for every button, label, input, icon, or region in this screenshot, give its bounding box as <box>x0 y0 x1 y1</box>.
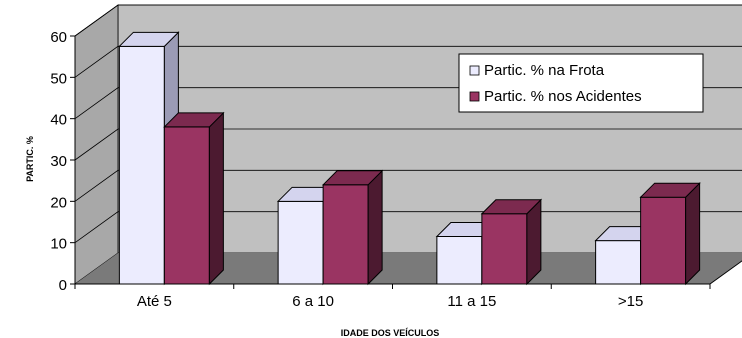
legend: Partic. % na Frota Partic. % nos Acident… <box>458 53 704 113</box>
floor <box>75 253 742 284</box>
bar-side <box>685 181 701 286</box>
bar-side <box>367 169 383 286</box>
bar-side <box>208 111 224 286</box>
bar-front <box>322 184 369 285</box>
bar-front <box>481 213 528 285</box>
y-tick-label: 10 <box>50 236 67 253</box>
x-tick-label: >15 <box>618 293 643 310</box>
y-axis: 0 10 20 30 40 50 60 <box>50 29 76 294</box>
bar-front <box>436 235 483 285</box>
bar-acidentes <box>639 181 701 286</box>
legend-swatch-acidentes <box>469 91 480 102</box>
legend-swatch-frota <box>469 65 480 76</box>
bar-top <box>639 182 701 198</box>
bar-front <box>163 126 210 285</box>
x-tick-label: 6 a 10 <box>292 293 334 310</box>
bar-front <box>277 200 324 285</box>
y-tick-label: 40 <box>50 112 67 129</box>
gridline <box>74 4 742 37</box>
y-axis-title: PARTIC. % <box>25 136 35 182</box>
bar-top <box>118 31 180 47</box>
bar-top <box>321 170 384 186</box>
bar-front <box>118 45 165 285</box>
legend-label-acidentes: Partic. % nos Acidentes <box>484 88 642 105</box>
y-tick-label: 50 <box>50 70 67 87</box>
x-tick-label: Até 5 <box>137 293 172 310</box>
bar-acidentes <box>480 198 543 286</box>
gridline <box>74 169 742 202</box>
legend-label-frota: Partic. % na Frota <box>484 62 605 79</box>
x-tick-label: 11 a 15 <box>447 293 496 310</box>
bars <box>118 31 701 286</box>
bar-top <box>480 199 543 215</box>
gridline <box>74 128 742 161</box>
y-tick-label: 60 <box>50 29 67 46</box>
y-tick-label: 0 <box>59 277 67 294</box>
bar-front <box>640 196 687 285</box>
legend-box <box>458 53 704 113</box>
bar-top <box>163 112 225 128</box>
bar-acidentes <box>163 111 225 286</box>
bar-acidentes <box>321 169 384 286</box>
y-tick-label: 20 <box>50 194 67 211</box>
gridlines <box>74 4 742 243</box>
x-axis-title: IDADE DOS VEÍCULOS <box>341 328 440 338</box>
bar-front <box>595 240 642 285</box>
bar-side <box>526 198 542 286</box>
y-tick-label: 30 <box>50 153 67 170</box>
gridline <box>74 45 742 78</box>
x-axis-depth-line <box>709 260 742 285</box>
